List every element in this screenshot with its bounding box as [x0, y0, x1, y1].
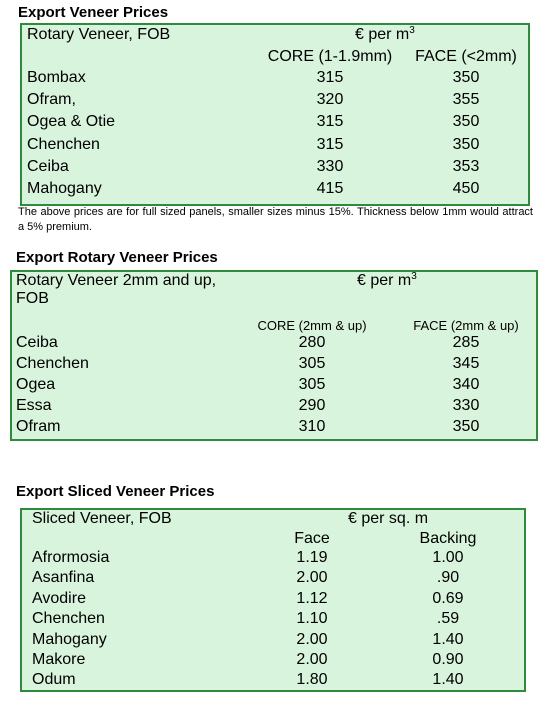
price-cell: 353 — [452, 157, 480, 175]
species-name: Ceiba — [16, 334, 58, 351]
unit-text: € per sq. m — [348, 510, 429, 527]
unit-text: € per m — [355, 26, 410, 43]
species-name: Bombax — [27, 69, 86, 86]
price-cell: 290 — [298, 397, 326, 414]
price-cell: 345 — [452, 355, 480, 372]
unit-label: € per sq. m — [348, 510, 428, 528]
price-cell: 330 — [316, 157, 344, 175]
table-caption: Sliced Veneer, FOB — [32, 510, 172, 527]
price-cell: 0.69 — [432, 589, 464, 607]
table-box — [20, 23, 530, 206]
price-cell: 1.80 — [296, 671, 328, 689]
price-cell: 2.00 — [296, 651, 328, 668]
species-name: Ofram — [16, 418, 61, 435]
price-cell: 355 — [452, 91, 480, 109]
species-name: Mahogany — [32, 630, 107, 648]
price-cell: 315 — [316, 69, 344, 86]
species-name: Ogea — [16, 376, 56, 393]
unit-text: € per m — [357, 272, 412, 289]
price-cell: 1.00 — [432, 549, 464, 566]
price-cell: 285 — [452, 334, 480, 351]
species-name: Mahogany — [27, 180, 102, 197]
column-header: Backing — [419, 530, 477, 547]
unit-label: € per m3 — [355, 26, 415, 44]
price-cell: 2.00 — [296, 630, 328, 648]
price-cell: 1.12 — [296, 589, 328, 607]
table-box — [10, 270, 538, 441]
price-cell: 330 — [452, 397, 480, 414]
price-cell: 1.40 — [432, 671, 464, 689]
species-name: Chenchen — [27, 135, 100, 153]
price-cell: 2.00 — [296, 569, 328, 587]
price-cell: 415 — [316, 180, 344, 197]
unit-superscript: 3 — [411, 271, 417, 282]
column-header: FACE (<2mm) — [415, 48, 517, 65]
column-header: FACE (2mm & up) — [413, 318, 519, 333]
species-name: Ofram, — [27, 91, 76, 109]
price-cell: 350 — [452, 69, 480, 86]
species-name: Ogea & Otie — [27, 113, 116, 131]
species-name: Asanfina — [32, 569, 95, 587]
price-cell: 305 — [298, 376, 326, 393]
species-name: Ceiba — [27, 157, 69, 175]
species-name: Essa — [16, 397, 52, 414]
column-header: Face — [294, 530, 330, 547]
price-cell: 320 — [316, 91, 344, 109]
price-cell: .59 — [436, 610, 460, 628]
price-cell: 310 — [298, 418, 326, 435]
price-cell: 350 — [452, 418, 480, 435]
section-title: Export Rotary Veneer Prices — [16, 249, 218, 266]
price-cell: 305 — [298, 355, 326, 372]
section-title: Export Sliced Veneer Prices — [16, 483, 215, 500]
price-cell: .90 — [436, 569, 460, 587]
price-cell: 315 — [316, 135, 344, 153]
table-caption: Rotary Veneer 2mm and up, FOB — [16, 272, 217, 307]
column-header: CORE (2mm & up) — [257, 318, 367, 333]
table-note: The above prices are for full sized pane… — [18, 206, 533, 233]
species-name: Chenchen — [32, 610, 105, 628]
price-cell: 315 — [316, 113, 344, 131]
column-header: CORE (1-1.9mm) — [267, 48, 393, 65]
species-name: Avodire — [32, 589, 86, 607]
unit-superscript: 3 — [409, 25, 415, 36]
price-cell: 1.19 — [296, 549, 328, 566]
species-name: Odum — [32, 671, 76, 689]
table-box — [20, 508, 526, 692]
price-cell: 350 — [452, 113, 480, 131]
price-cell: 450 — [452, 180, 480, 197]
table-caption: Rotary Veneer, FOB — [27, 26, 171, 43]
unit-label: € per m3 — [357, 272, 417, 290]
species-name: Chenchen — [16, 355, 89, 372]
price-cell: 340 — [452, 376, 480, 393]
species-name: Makore — [32, 651, 86, 668]
price-cell: 0.90 — [432, 651, 464, 668]
section-title: Export Veneer Prices — [18, 4, 169, 21]
price-cell: 350 — [452, 135, 480, 153]
species-name: Afrormosia — [32, 549, 110, 566]
price-cell: 1.40 — [432, 630, 464, 648]
price-cell: 280 — [298, 334, 326, 351]
price-cell: 1.10 — [296, 610, 328, 628]
